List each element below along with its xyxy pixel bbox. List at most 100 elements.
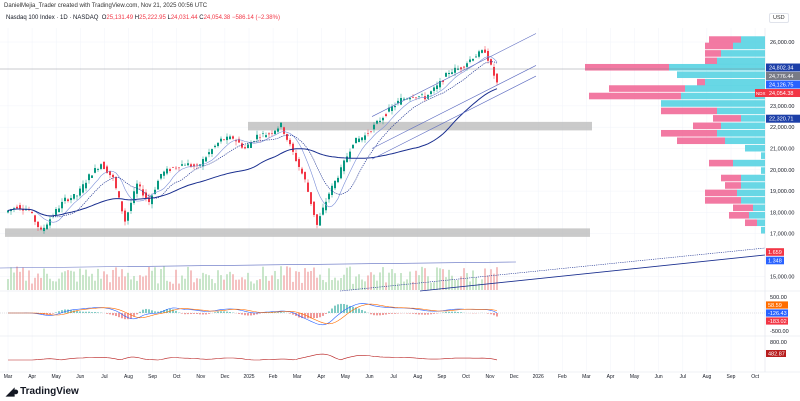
- macd-histogram-bar: [256, 313, 258, 315]
- chart-credit: DanielMejia_Trader created with TradingV…: [4, 3, 208, 9]
- candle-body: [268, 133, 270, 135]
- macd-histogram-bar: [430, 313, 432, 315]
- macd-histogram-bar: [127, 313, 129, 320]
- macd-histogram-bar: [388, 313, 390, 314]
- macd-histogram-bar: [175, 310, 177, 313]
- candle-body: [274, 130, 276, 135]
- candle-body: [82, 184, 84, 193]
- volume-bar: [415, 270, 417, 290]
- x-tick-label: Dec: [220, 374, 229, 380]
- macd-histogram-bar: [139, 311, 141, 313]
- candle-body: [85, 182, 87, 189]
- volume-bar: [427, 276, 429, 290]
- volume-bar: [49, 278, 51, 290]
- volume-bar: [241, 277, 243, 290]
- price-label: 24,054.38: [769, 91, 793, 97]
- candle-body: [361, 137, 363, 141]
- macd-histogram-bar: [397, 313, 399, 314]
- volume-bar: [235, 279, 237, 290]
- profile-sell-bar: [713, 115, 741, 122]
- candle-body: [91, 175, 93, 178]
- y-tick-label: 22,000.00: [770, 125, 794, 131]
- macd-histogram-bar: [259, 313, 261, 314]
- candle-body: [94, 168, 96, 173]
- currency-button[interactable]: USD: [769, 13, 789, 23]
- candle-body: [19, 205, 21, 209]
- macd-histogram-bar: [115, 313, 117, 317]
- macd-histogram-bar: [322, 313, 324, 316]
- volume-bar: [322, 279, 324, 290]
- volume-bar: [250, 281, 252, 290]
- x-tick-label: Aug: [413, 374, 422, 380]
- volume-bar: [232, 274, 234, 290]
- macd-histogram-bar: [208, 313, 210, 314]
- symbol-legend[interactable]: Nasdaq 100 Index · 1D · NASDAQ O25,131.4…: [6, 15, 280, 21]
- candle-body: [163, 171, 165, 176]
- candle-body: [448, 72, 450, 75]
- macd-histogram-bar: [331, 308, 333, 313]
- candle-body: [79, 188, 81, 196]
- volume-bar: [136, 280, 138, 290]
- macd-histogram-bar: [451, 311, 453, 313]
- candle-body: [439, 81, 441, 88]
- profile-buy-bar: [725, 137, 765, 145]
- macd-histogram-bar: [280, 312, 282, 313]
- change-value: −586.14 (−2.38%): [231, 15, 280, 21]
- macd-histogram-bar: [283, 312, 285, 313]
- volume-bar: [169, 281, 171, 290]
- profile-buy-bar: [721, 122, 765, 130]
- third-pane-label-box: [766, 350, 786, 357]
- volume-bar: [493, 273, 495, 290]
- third-pane-label: 482.87: [768, 352, 785, 358]
- macd-histogram-bar: [82, 311, 84, 313]
- candle-body: [364, 135, 366, 140]
- macd-histogram-bar: [220, 311, 222, 313]
- volume-bar: [490, 269, 492, 290]
- macd-histogram-bar: [55, 312, 57, 313]
- macd-histogram-bar: [301, 313, 303, 319]
- candle-body: [208, 152, 210, 155]
- candle-body: [184, 164, 186, 166]
- macd-histogram-bar: [337, 304, 339, 313]
- macd-histogram-bar: [316, 313, 318, 318]
- macd-histogram-bar: [490, 313, 492, 315]
- macd-histogram-bar: [250, 313, 252, 316]
- candle-body: [127, 212, 129, 221]
- volume-bar: [19, 271, 21, 290]
- candle-body: [310, 192, 312, 204]
- volume-bar: [331, 279, 333, 290]
- volume-label: 1.348: [768, 259, 782, 265]
- profile-buy-bar: [717, 107, 765, 115]
- volume-bar: [52, 281, 54, 290]
- volume-bar: [73, 271, 75, 290]
- candle-body: [259, 137, 261, 139]
- macd-histogram-bar: [205, 313, 207, 315]
- profile-buy-bar: [661, 100, 765, 107]
- volume-bar: [295, 271, 297, 290]
- volume-bar: [460, 276, 462, 290]
- candle-body: [322, 207, 324, 215]
- y-tick-label: 19,000.00: [770, 189, 794, 195]
- volume-bar: [58, 278, 60, 290]
- candle-body: [145, 192, 147, 199]
- volume-bar: [457, 279, 459, 290]
- macd-histogram-bar: [364, 311, 366, 313]
- volume-bar: [151, 270, 153, 290]
- volume-bar: [244, 279, 246, 290]
- volume-bar: [100, 278, 102, 290]
- volume-bar: [217, 270, 219, 290]
- volume-bar: [127, 272, 129, 290]
- candle-body: [301, 168, 303, 174]
- volume-bar: [187, 266, 189, 290]
- volume-bar: [319, 274, 321, 290]
- macd-histogram-bar: [427, 313, 429, 315]
- macd-histogram-bar: [253, 313, 255, 316]
- price-label: 24,776.44: [769, 74, 793, 80]
- volume-bar: [379, 272, 381, 290]
- candle-body: [391, 106, 393, 111]
- candle-body: [319, 216, 321, 226]
- macd-histogram-bar: [49, 313, 51, 315]
- candle-body: [298, 159, 300, 167]
- volume-bar: [286, 266, 288, 290]
